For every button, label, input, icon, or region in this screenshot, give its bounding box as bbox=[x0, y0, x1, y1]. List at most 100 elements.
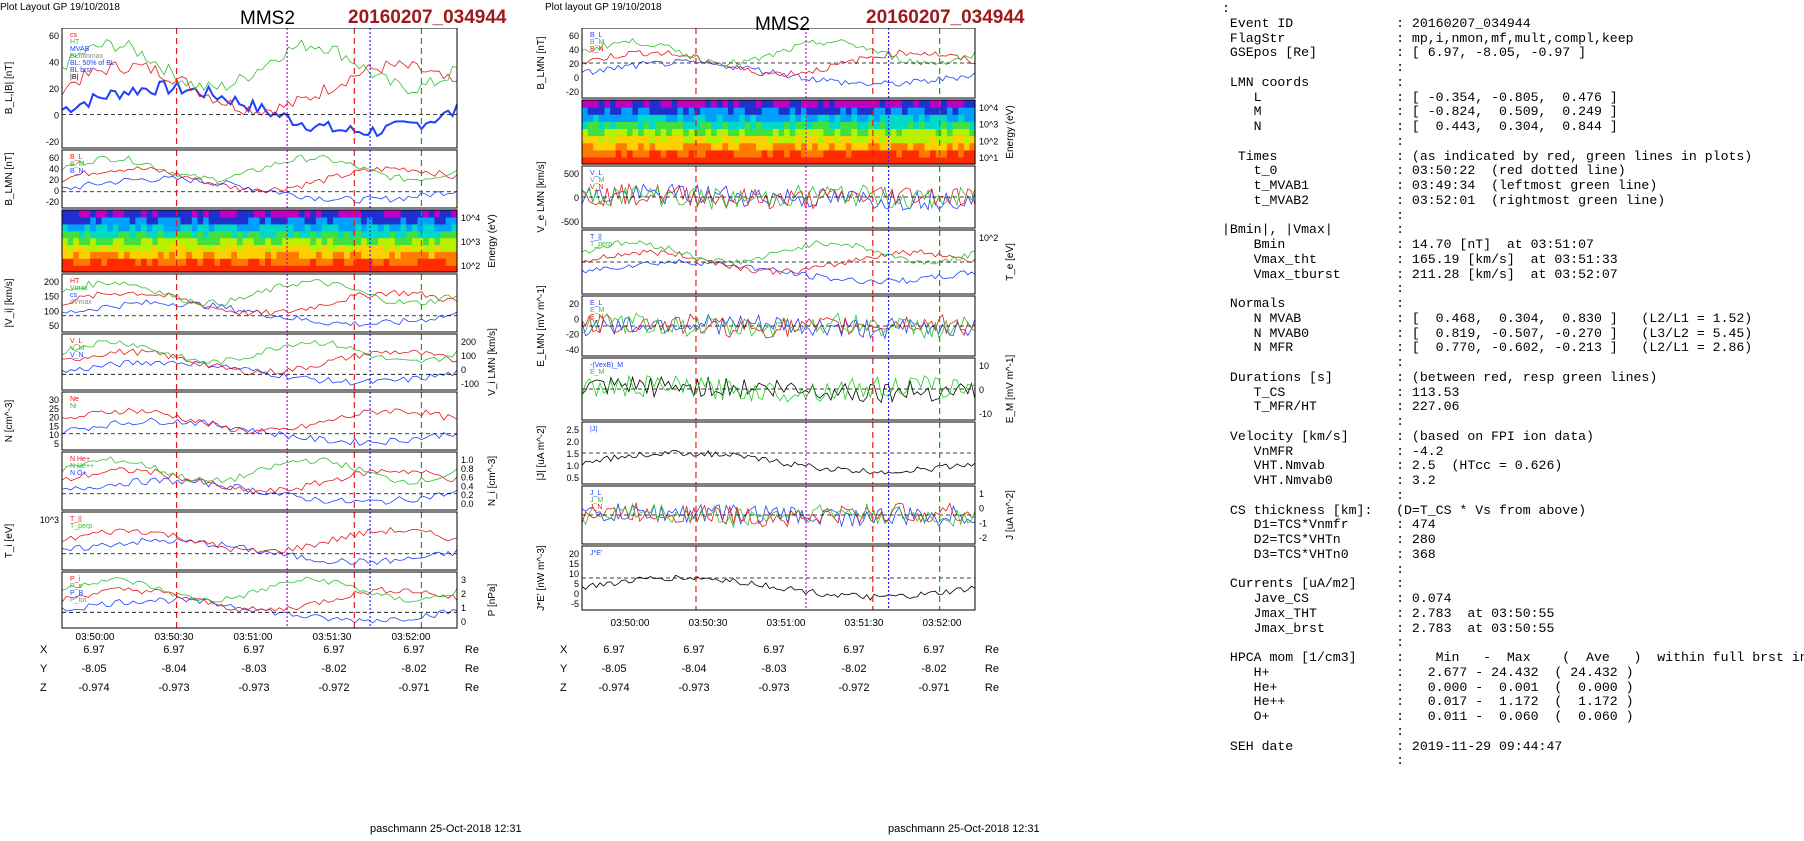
spectrogram-cell bbox=[73, 265, 80, 273]
spectrogram-cell bbox=[862, 128, 869, 137]
spectrogram-cell bbox=[655, 114, 662, 122]
spectrogram-cell bbox=[946, 121, 954, 129]
spectrogram-cell bbox=[952, 156, 959, 165]
spectrogram-cell bbox=[784, 149, 791, 158]
spectrogram-cell bbox=[287, 237, 294, 246]
spectrogram-cell bbox=[750, 107, 757, 115]
spectrogram-cell bbox=[699, 107, 707, 115]
spectrogram-cell bbox=[372, 258, 379, 266]
spectrogram-cell bbox=[101, 230, 108, 239]
spectrogram-cell bbox=[378, 258, 385, 266]
spectrogram-cell bbox=[434, 216, 441, 225]
data-series-line bbox=[61, 408, 458, 434]
spectrogram-cell bbox=[394, 237, 402, 246]
legend-entry: |B| bbox=[70, 74, 78, 81]
spectrogram-cell bbox=[761, 135, 768, 144]
y-tick-label: 1.0 bbox=[566, 461, 579, 471]
spectrogram-cell bbox=[896, 142, 903, 151]
y-tick-label: -500 bbox=[561, 217, 579, 227]
spectrogram-cell bbox=[383, 223, 390, 232]
legend-entry: B_L bbox=[70, 154, 83, 161]
spectrogram-cell bbox=[913, 107, 920, 115]
data-series-line bbox=[581, 184, 976, 210]
spectrogram-cell bbox=[772, 107, 780, 115]
spectrogram-cell bbox=[445, 210, 452, 218]
spectrogram-cell bbox=[716, 142, 723, 151]
spectrogram-cell bbox=[101, 237, 108, 246]
legend-entry: T_|| bbox=[590, 234, 602, 241]
spectrogram-cell bbox=[896, 107, 903, 115]
spectrogram-cell bbox=[315, 251, 323, 259]
spectrogram-cell bbox=[801, 142, 808, 151]
spectrogram-cell bbox=[315, 265, 323, 273]
left-pos-label-z: Z bbox=[40, 681, 47, 694]
spectrogram-cell bbox=[191, 210, 198, 218]
legend-entry: T_perp bbox=[70, 523, 92, 530]
spectrogram-cell bbox=[924, 135, 931, 144]
spectrogram-cell bbox=[141, 223, 148, 232]
panel-frame bbox=[61, 149, 458, 209]
spectrogram-cell bbox=[873, 156, 881, 165]
spectrogram-cell bbox=[152, 230, 159, 239]
spectrogram-cell bbox=[728, 142, 735, 151]
spectrogram-cell bbox=[946, 149, 954, 158]
spectrogram-cell bbox=[930, 107, 937, 115]
spectrogram-cell bbox=[95, 237, 103, 246]
spectrogram-cell bbox=[750, 121, 757, 129]
spectrogram-cell bbox=[683, 149, 690, 158]
spectrogram-cell bbox=[812, 121, 819, 129]
spectrogram-cell bbox=[733, 100, 740, 108]
spectrogram-cell bbox=[649, 100, 656, 108]
right-pos-cell: -8.04 bbox=[681, 662, 707, 675]
right-layout-label: Plot layout GP 19/10/2018 bbox=[545, 2, 662, 13]
spectrogram-cell bbox=[918, 142, 926, 151]
spectrogram-cell bbox=[174, 265, 182, 273]
spectrogram-cell bbox=[428, 230, 435, 239]
spectrogram-cell bbox=[638, 100, 645, 108]
spectrogram-cell bbox=[107, 210, 114, 218]
spectrogram-cell bbox=[400, 251, 407, 259]
right-pos-cell: -8.03 bbox=[761, 662, 787, 675]
spectrogram-cell bbox=[253, 223, 261, 232]
spectrogram-cell bbox=[287, 265, 294, 273]
spectrogram-cell bbox=[157, 210, 165, 218]
spectrogram-cell bbox=[332, 216, 340, 225]
spectrogram-cell bbox=[930, 121, 937, 129]
spectrogram-cell bbox=[270, 265, 277, 273]
y-tick-label: 0.4 bbox=[461, 481, 474, 491]
spectrogram-cell bbox=[276, 265, 283, 273]
data-series-line bbox=[61, 175, 458, 204]
spectrogram-cell bbox=[259, 265, 266, 273]
spectrogram-cell bbox=[338, 210, 345, 218]
spectrogram-cell bbox=[118, 244, 125, 252]
spectrogram-cell bbox=[214, 244, 221, 252]
data-series-line bbox=[61, 60, 458, 117]
spectrogram-cell bbox=[327, 216, 334, 225]
spectrogram-cell bbox=[78, 223, 86, 232]
spectrogram-cell bbox=[801, 156, 808, 165]
spectrogram-cell bbox=[203, 237, 210, 246]
spectrogram-cell bbox=[344, 258, 351, 266]
spectrogram-cell bbox=[191, 258, 198, 266]
spectrogram-cell bbox=[761, 114, 768, 122]
spectrogram-cell bbox=[896, 135, 903, 144]
spectrogram-cell bbox=[434, 251, 441, 259]
y-axis-label: V_i LMN [km/s] bbox=[487, 328, 498, 396]
spectrogram-cell bbox=[711, 142, 718, 151]
spectrogram-cell bbox=[711, 121, 718, 129]
spectrogram-cell bbox=[287, 216, 294, 225]
spectrogram-cell bbox=[756, 156, 763, 165]
spectrogram-cell bbox=[868, 107, 875, 115]
spectrogram-cell bbox=[282, 237, 289, 246]
spectrogram-cell bbox=[344, 237, 351, 246]
spectrogram-cell bbox=[604, 100, 611, 108]
legend-entry: V_M bbox=[70, 345, 85, 352]
spectrogram-cell bbox=[124, 265, 131, 273]
data-series-line bbox=[61, 526, 458, 554]
spectrogram-cell bbox=[259, 244, 266, 252]
spectrogram-cell bbox=[812, 107, 819, 115]
spectrogram-cell bbox=[671, 142, 678, 151]
spectrogram-cell bbox=[310, 265, 317, 273]
spectrogram-cell bbox=[169, 244, 176, 252]
spectrogram-cell bbox=[801, 135, 808, 144]
